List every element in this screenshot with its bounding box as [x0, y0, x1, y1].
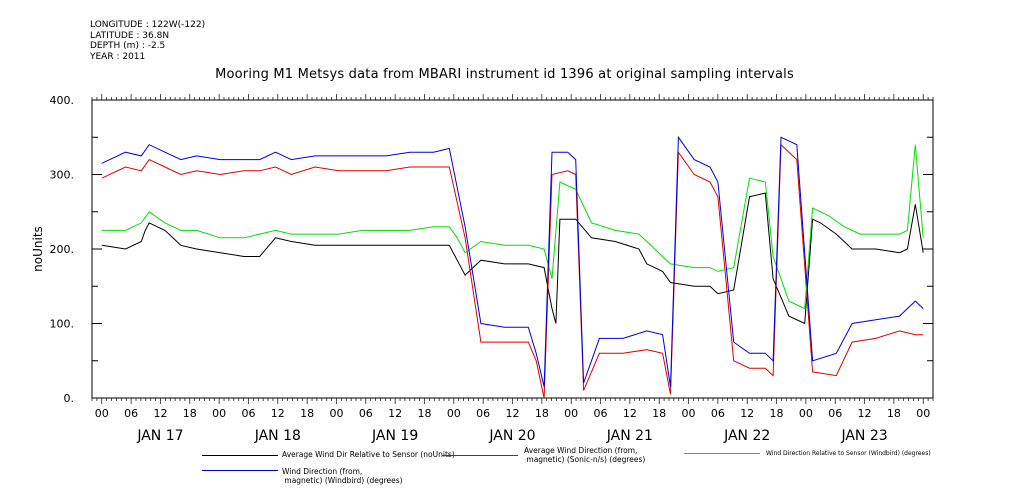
series-line-0: [101, 192, 924, 325]
day-label: JAN 20: [488, 428, 535, 444]
y-tick-label: 300.: [50, 169, 75, 182]
y-tick-label: 400.: [50, 94, 75, 107]
series-line-3: [101, 135, 924, 387]
legend-label: Average Wind Dir Relative to Sensor (noU…: [282, 450, 455, 459]
y-axis-label: noUnits: [31, 226, 45, 272]
y-tick-label: 100.: [50, 318, 75, 331]
hour-tick-label: 12: [858, 407, 872, 420]
legend-label: Wind Direction (from, magnetic) (Windbir…: [282, 467, 403, 485]
metadata-block: LONGITUDE : 122W(-122) LATITUDE : 36.8N …: [90, 20, 205, 62]
hour-tick-label: 06: [359, 407, 373, 420]
hour-tick-label: 00: [447, 407, 461, 420]
hour-tick-label: 00: [682, 407, 696, 420]
meta-depth: DEPTH (m) : -2.5: [90, 41, 166, 51]
y-tick-label: 0.: [64, 392, 75, 405]
day-label: JAN 23: [840, 428, 887, 444]
hour-tick-label: 00: [329, 407, 343, 420]
hour-tick-label: 06: [124, 407, 138, 420]
hour-tick-label: 12: [506, 407, 520, 420]
hour-tick-label: 00: [564, 407, 578, 420]
chart-title: Mooring M1 Metsys data from MBARI instru…: [215, 67, 794, 82]
hour-tick-label: 12: [740, 407, 754, 420]
day-label: JAN 22: [723, 428, 770, 444]
hour-tick-label: 00: [799, 407, 813, 420]
legend-swatch: [684, 453, 760, 454]
hour-tick-label: 00: [916, 407, 930, 420]
day-label: JAN 19: [371, 428, 418, 444]
legend-swatch: [202, 455, 278, 456]
hour-tick-label: 06: [828, 407, 842, 420]
y-tick-label: 200.: [50, 243, 75, 256]
hour-tick-label: 18: [652, 407, 666, 420]
hour-tick-label: 00: [95, 407, 109, 420]
meta-latitude: LATITUDE : 36.8N: [90, 30, 170, 41]
meta-year: YEAR : 2011: [90, 51, 146, 62]
day-label: JAN 21: [606, 428, 653, 444]
hour-tick-label: 12: [271, 407, 285, 420]
day-label: JAN 17: [136, 428, 183, 444]
hour-tick-label: 00: [212, 407, 226, 420]
hour-tick-label: 06: [711, 407, 725, 420]
series-line-2: [101, 144, 924, 310]
hour-tick-label: 18: [417, 407, 431, 420]
legend-label: Wind Direction Relative to Sensor (Windb…: [766, 450, 931, 457]
hour-tick-label: 12: [388, 407, 402, 420]
hour-tick-label: 18: [535, 407, 549, 420]
day-label: JAN 18: [254, 428, 301, 444]
hour-tick-label: 18: [887, 407, 901, 420]
legend-label: Average Wind Direction (from, magnetic) …: [524, 446, 646, 464]
hour-tick-label: 06: [241, 407, 255, 420]
hour-tick-label: 06: [594, 407, 608, 420]
hour-tick-label: 18: [300, 407, 314, 420]
hour-tick-label: 12: [623, 407, 637, 420]
legend-swatch: [202, 470, 278, 471]
hour-tick-label: 18: [770, 407, 784, 420]
hour-tick-label: 06: [476, 407, 490, 420]
hour-tick-label: 12: [153, 407, 167, 420]
meta-longitude: LONGITUDE : 122W(-122): [90, 20, 206, 30]
hour-tick-label: 18: [183, 407, 197, 420]
legend-swatch: [442, 455, 518, 456]
plot-frame: [91, 99, 934, 399]
